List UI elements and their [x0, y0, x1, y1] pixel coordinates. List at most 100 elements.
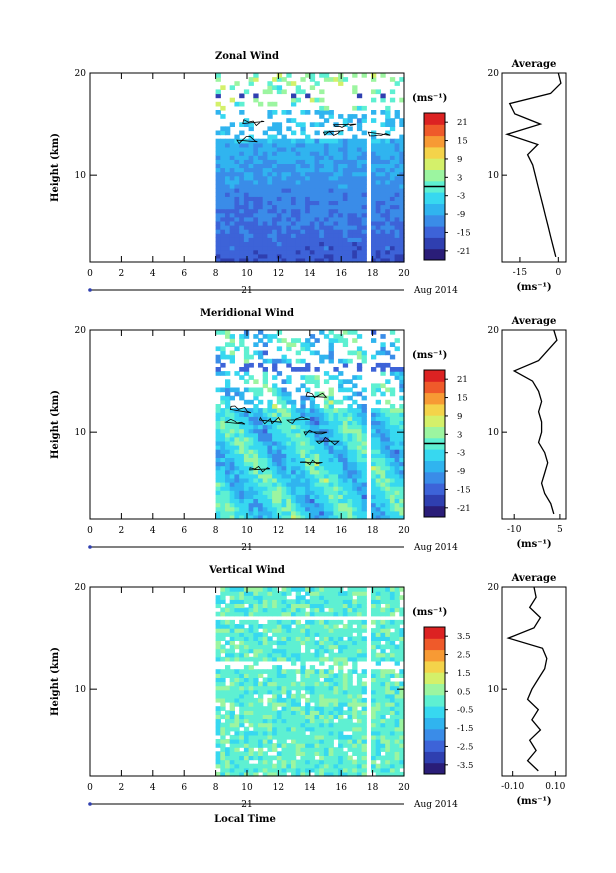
heatmap-cell: [295, 656, 301, 662]
heatmap-cell: [338, 147, 344, 152]
heatmap-cell: [258, 730, 264, 736]
heatmap-cell: [239, 685, 245, 691]
heatmap-cell: [286, 759, 292, 765]
heatmap-cell: [234, 730, 240, 736]
heatmap-cell: [291, 188, 297, 193]
heatmap-cell: [319, 216, 325, 222]
heatmap-cell: [375, 710, 381, 715]
heatmap-cell: [272, 358, 278, 364]
heatmap-cell: [234, 440, 240, 446]
heatmap-cell: [347, 726, 353, 732]
heatmap-cell: [229, 619, 235, 625]
heatmap-cell: [267, 453, 273, 458]
heatmap-cell: [328, 514, 334, 520]
heatmap-cell: [309, 334, 316, 339]
panel-title: Meridional Wind: [200, 308, 294, 319]
heatmap-cell: [347, 432, 353, 438]
heatmap-cell: [295, 97, 301, 103]
heatmap-cell: [319, 607, 325, 613]
heatmap-cell: [272, 697, 278, 703]
heatmap-cell: [361, 257, 367, 263]
heatmap-cell: [281, 706, 287, 711]
heatmap-cell: [291, 603, 297, 609]
heatmap-cell: [394, 461, 400, 467]
heatmap-cell: [243, 122, 250, 127]
heatmap-cell: [305, 432, 311, 438]
heatmap-cell: [258, 216, 264, 222]
heatmap-cell: [220, 408, 226, 413]
heatmap-cell: [309, 237, 316, 242]
heatmap-cell: [319, 685, 325, 691]
heatmap-cell: [347, 632, 353, 637]
heatmap-cell: [371, 424, 377, 430]
heatmap-cell: [309, 399, 316, 405]
heatmap-cell: [248, 482, 254, 487]
heatmap-cell: [295, 734, 301, 740]
heatmap-cell: [309, 677, 316, 683]
heatmap-cell: [361, 404, 367, 409]
heatmap-cell: [229, 192, 235, 197]
heatmap-cell: [220, 473, 226, 479]
heatmap-cell: [389, 498, 396, 504]
heatmap-cell: [291, 702, 297, 707]
heatmap-cell: [333, 163, 339, 169]
heatmap-cell: [300, 652, 306, 658]
x-tick-label: 12: [273, 526, 284, 536]
heatmap-cell: [385, 739, 391, 744]
heatmap-cell: [380, 142, 386, 148]
heatmap-cell: [291, 751, 297, 756]
heatmap-cell: [338, 490, 344, 495]
heatmap-cell: [220, 599, 226, 604]
heatmap-cell: [281, 498, 287, 504]
heatmap-cell: [389, 673, 396, 678]
heatmap-cell: [305, 142, 311, 148]
heatmap-cell: [380, 147, 386, 152]
heatmap-cell: [291, 416, 297, 421]
heatmap-cell: [262, 175, 268, 181]
heatmap-cell: [225, 611, 231, 617]
heatmap-cell: [380, 420, 386, 426]
heatmap-cell: [239, 183, 245, 189]
heatmap-cell: [347, 387, 353, 393]
heatmap-cell: [389, 147, 396, 152]
heatmap-cell: [342, 257, 349, 263]
heatmap-cell: [399, 436, 405, 442]
heatmap-cell: [305, 767, 311, 773]
heatmap-cell: [248, 685, 254, 691]
heatmap-cell: [253, 229, 259, 234]
heatmap-cell: [229, 591, 235, 596]
heatmap-cell: [215, 648, 221, 654]
heatmap-cell: [295, 718, 301, 724]
heatmap-cell: [319, 632, 325, 637]
heatmap-cell: [267, 624, 273, 629]
heatmap-cell: [225, 179, 231, 185]
heatmap-cell: [347, 685, 353, 691]
heatmap-cell: [375, 677, 381, 683]
heatmap-cell: [333, 632, 339, 637]
heatmap-cell: [314, 624, 320, 629]
day-label: 21: [241, 800, 252, 810]
heatmap-cell: [385, 673, 391, 678]
heatmap-cell: [389, 710, 396, 715]
heatmap-cell: [356, 628, 363, 633]
heatmap-cell: [356, 367, 363, 372]
heatmap-cell: [229, 85, 235, 90]
heatmap-cell: [342, 192, 349, 197]
heatmap-cell: [225, 245, 231, 251]
heatmap-cell: [371, 457, 377, 463]
heatmap-cell: [300, 599, 306, 604]
heatmap-cell: [295, 367, 301, 372]
heatmap-cell: [276, 652, 283, 658]
heatmap-cell: [234, 739, 240, 744]
heatmap-cell: [323, 241, 330, 247]
heatmap-cell: [248, 77, 254, 82]
heatmap-cell: [267, 494, 273, 499]
heatmap-cell: [399, 237, 405, 242]
colorbar-tick-label: -3.5: [457, 761, 473, 771]
heatmap-cell: [229, 200, 235, 206]
heatmap-cell: [356, 755, 363, 761]
heatmap-cell: [347, 514, 353, 520]
heatmap-cell: [309, 138, 316, 144]
heatmap-cell: [229, 241, 235, 247]
heatmap-cell: [399, 432, 405, 438]
